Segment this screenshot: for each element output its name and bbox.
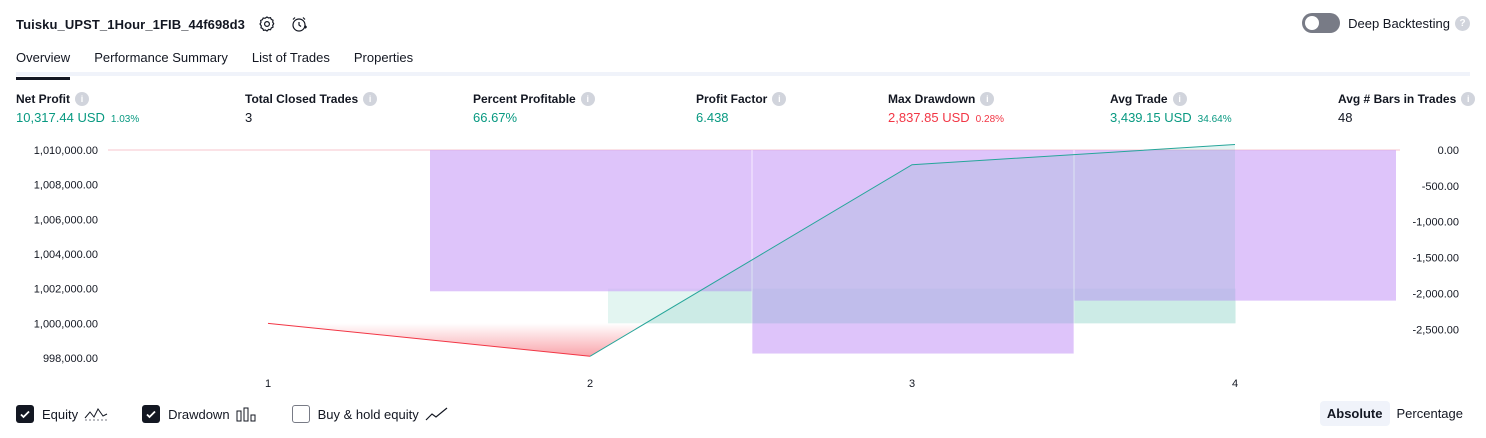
stat-value: 66.67% bbox=[473, 110, 518, 125]
drawdown-bar bbox=[430, 150, 752, 292]
strategy-name: Tuisku_UPST_1Hour_1FIB_44f698d3 bbox=[16, 16, 246, 32]
drawdown-checkbox[interactable] bbox=[142, 405, 161, 423]
stat-label: Profit Factor bbox=[696, 92, 768, 106]
drawdown-bar bbox=[752, 150, 1074, 354]
chart-legend: Equity Drawdown Buy & hold equity bbox=[16, 402, 483, 426]
stat-total-closed-trades: Total Closed Trades i 3 bbox=[245, 92, 378, 125]
left-axis-tick: 1,010,000.00 bbox=[34, 145, 98, 157]
legend-equity-label: Equity bbox=[42, 406, 79, 422]
right-axis-tick: -1,500.00 bbox=[1413, 253, 1459, 265]
left-axis-tick: 1,002,000.00 bbox=[34, 284, 98, 296]
stat-max-drawdown: Max Drawdown i 2,837.85 USD 0.28% bbox=[888, 92, 1004, 125]
stat-label: Max Drawdown bbox=[888, 92, 976, 106]
stat-percent: 0.28% bbox=[975, 114, 1005, 125]
buy-hold-line-icon bbox=[425, 406, 449, 422]
tab-overview[interactable]: Overview bbox=[16, 44, 71, 80]
info-icon[interactable]: i bbox=[580, 92, 595, 106]
deep-backtesting-label: Deep Backtesting bbox=[1348, 15, 1450, 31]
right-axis-tick: 0.00 bbox=[1438, 145, 1459, 157]
drawdown-bar bbox=[1074, 150, 1396, 301]
tab-performance-summary[interactable]: Performance Summary bbox=[94, 50, 228, 65]
x-axis-tick: 1 bbox=[265, 378, 271, 390]
legend-equity[interactable]: Equity bbox=[16, 405, 108, 423]
tab-properties[interactable]: Properties bbox=[353, 50, 414, 65]
deep-backtesting: Deep Backtesting ? bbox=[1302, 13, 1470, 33]
stat-avg-trade: Avg Trade i 3,439.15 USD 34.64% bbox=[1110, 92, 1232, 125]
right-axis-tick: -2,500.00 bbox=[1413, 324, 1459, 336]
stat-label: Percent Profitable bbox=[473, 92, 576, 106]
info-icon[interactable]: i bbox=[1172, 92, 1187, 106]
stat-percent: 1.03% bbox=[110, 114, 140, 125]
settings-icon[interactable] bbox=[257, 14, 277, 34]
stat-percent: 34.64% bbox=[1197, 114, 1232, 125]
tab-list-of-trades[interactable]: List of Trades bbox=[251, 50, 330, 65]
equity-line-down bbox=[267, 322, 591, 357]
stat-profit-factor: Profit Factor i 6.438 bbox=[696, 92, 787, 125]
absolute-button[interactable]: Absolute bbox=[1319, 401, 1390, 426]
right-axis-tick: -500.00 bbox=[1422, 181, 1459, 193]
equity-chart-svg: 1,010,000.00 1,008,000.00 1,006,000.00 1,00… bbox=[34, 143, 1459, 390]
percentage-button[interactable]: Percentage bbox=[1396, 406, 1464, 421]
equity-checkbox[interactable] bbox=[16, 405, 34, 423]
stat-value: 3,439.15 USD bbox=[1110, 110, 1192, 125]
info-icon[interactable]: i bbox=[980, 92, 995, 106]
x-axis-tick: 3 bbox=[909, 378, 915, 390]
legend-drawdown-label: Drawdown bbox=[168, 406, 230, 422]
right-axis-tick: -1,000.00 bbox=[1413, 217, 1459, 229]
legend-buy-hold-label: Buy & hold equity bbox=[317, 406, 419, 422]
stat-value: 6.438 bbox=[696, 110, 729, 125]
equity-line-icon bbox=[84, 406, 108, 422]
info-icon[interactable]: i bbox=[1461, 92, 1476, 106]
stat-value: 2,837.85 USD bbox=[888, 110, 970, 125]
stats-row: Net Profit i 10,317.44 USD 1.03% Total Clo… bbox=[16, 92, 1476, 132]
buy-hold-checkbox[interactable] bbox=[291, 405, 310, 423]
stat-label: Total Closed Trades bbox=[245, 92, 359, 106]
equity-loss-area bbox=[268, 323, 646, 357]
stat-value: 3 bbox=[245, 110, 253, 125]
info-icon[interactable]: i bbox=[75, 92, 89, 106]
stat-value: 10,317.44 USD bbox=[16, 110, 105, 125]
help-icon[interactable]: ? bbox=[1455, 15, 1470, 31]
equity-line-up bbox=[589, 143, 1236, 357]
stat-value: 48 bbox=[1338, 110, 1353, 125]
x-axis-tick: 2 bbox=[587, 378, 593, 390]
x-axis-tick: 4 bbox=[1232, 378, 1238, 390]
equity-chart[interactable]: 1,010,000.00 1,008,000.00 1,006,000.00 1,00… bbox=[0, 140, 1486, 395]
equity-gain-area bbox=[645, 144, 1235, 324]
tab-bar: Overview Performance Summary List of Tra… bbox=[16, 44, 1470, 80]
info-icon[interactable]: i bbox=[772, 92, 787, 106]
left-axis-tick: 998,000.00 bbox=[43, 353, 98, 365]
left-axis-tick: 1,004,000.00 bbox=[34, 249, 98, 261]
info-icon[interactable]: i bbox=[363, 92, 378, 106]
left-axis-tick: 1,008,000.00 bbox=[34, 180, 98, 192]
stat-label: Net Profit bbox=[16, 92, 70, 106]
stat-avg-bars-in-trades: Avg # Bars in Trades i 48 bbox=[1338, 92, 1476, 125]
drawdown-bars-icon bbox=[236, 406, 258, 422]
stat-percent-profitable: Percent Profitable i 66.67% bbox=[473, 92, 595, 125]
left-axis-tick: 1,006,000.00 bbox=[34, 214, 98, 226]
header: Tuisku_UPST_1Hour_1FIB_44f698d3 bbox=[16, 12, 309, 36]
legend-buy-hold[interactable]: Buy & hold equity bbox=[291, 405, 449, 423]
legend-drawdown[interactable]: Drawdown bbox=[142, 405, 257, 423]
right-axis-tick: -2,000.00 bbox=[1413, 288, 1459, 300]
display-mode-switch: Absolute Percentage bbox=[1319, 401, 1470, 426]
stat-label: Avg # Bars in Trades bbox=[1338, 92, 1457, 106]
stat-label: Avg Trade bbox=[1110, 92, 1168, 106]
deep-backtesting-toggle[interactable] bbox=[1302, 13, 1341, 33]
alert-clock-icon[interactable] bbox=[289, 14, 309, 34]
stat-net-profit: Net Profit i 10,317.44 USD 1.03% bbox=[16, 92, 139, 125]
left-axis-tick: 1,000,000.00 bbox=[34, 318, 98, 330]
